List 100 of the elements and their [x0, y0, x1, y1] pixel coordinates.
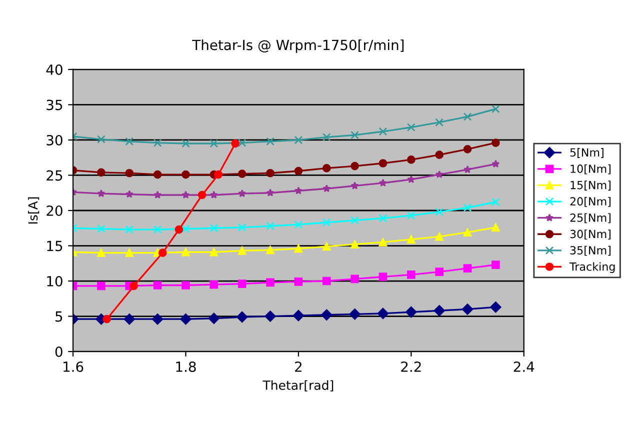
- point: [231, 139, 240, 148]
- point: [266, 246, 274, 254]
- y-tick-label: 35: [46, 100, 62, 110]
- point: [97, 135, 106, 144]
- y-tick-label: 25: [46, 170, 62, 181]
- point: [435, 118, 444, 127]
- y-tick-label: 5: [56, 311, 62, 322]
- point: [153, 281, 162, 290]
- point: [378, 214, 388, 222]
- point: [125, 168, 134, 178]
- point: [378, 178, 387, 187]
- point: [266, 168, 274, 178]
- point: [97, 282, 106, 290]
- point: [322, 218, 331, 227]
- legend-label: 25[Nm]: [570, 213, 610, 224]
- point: [294, 220, 303, 229]
- point: [492, 260, 500, 269]
- point: [97, 189, 106, 198]
- legend-label: 30[Nm]: [570, 230, 610, 240]
- point: [236, 311, 248, 323]
- point: [435, 208, 444, 216]
- point: [492, 160, 500, 168]
- point: [238, 138, 246, 147]
- point: [154, 190, 162, 198]
- point: [208, 312, 220, 324]
- x-tick-label: 1.8: [176, 362, 196, 372]
- point: [463, 204, 472, 212]
- point: [492, 138, 500, 147]
- point: [435, 232, 444, 241]
- point: [294, 244, 303, 253]
- point: [125, 248, 134, 257]
- point: [406, 270, 416, 279]
- point: [378, 159, 388, 168]
- point: [210, 280, 218, 289]
- point: [435, 170, 444, 178]
- point: [266, 278, 274, 287]
- point: [490, 302, 502, 313]
- point: [350, 216, 359, 225]
- y-tick-label: 40: [46, 64, 62, 75]
- point: [153, 225, 162, 234]
- point: [322, 242, 331, 251]
- point: [292, 310, 304, 322]
- legend-label: Tracking: [569, 262, 615, 273]
- legend-label: 15[Nm]: [570, 180, 610, 191]
- legend-label: 5[Nm]: [570, 148, 604, 158]
- point: [210, 248, 218, 256]
- y-axis-title: Is[A]: [28, 197, 40, 224]
- point: [97, 224, 106, 233]
- point: [294, 278, 303, 286]
- x-tick-label: 1.6: [64, 362, 84, 372]
- legend-label: 35[Nm]: [570, 246, 610, 256]
- point: [407, 175, 416, 183]
- point: [125, 225, 134, 234]
- point: [182, 248, 190, 256]
- point: [214, 170, 223, 179]
- point: [266, 222, 274, 230]
- point: [198, 190, 206, 200]
- point: [125, 190, 134, 198]
- point: [210, 190, 218, 198]
- x-axis-title: Thetar[rad]: [262, 380, 334, 392]
- point: [322, 164, 331, 172]
- point: [158, 248, 167, 257]
- point: [97, 248, 106, 257]
- chart-title: Thetar-Is @ Wrpm-1750[r/min]: [192, 39, 404, 53]
- point: [406, 211, 416, 220]
- point: [238, 280, 246, 288]
- point: [350, 162, 359, 170]
- point: [350, 240, 359, 249]
- point: [124, 313, 135, 325]
- point: [264, 310, 276, 322]
- point: [182, 224, 190, 233]
- point: [238, 170, 246, 178]
- legend-label: 20[Nm]: [570, 196, 610, 207]
- point: [102, 314, 112, 324]
- point: [492, 198, 500, 206]
- point: [180, 313, 192, 325]
- point: [463, 264, 472, 272]
- point: [378, 127, 388, 136]
- point: [130, 282, 138, 290]
- point: [322, 276, 331, 286]
- point: [350, 182, 359, 190]
- point: [350, 274, 359, 284]
- point: [406, 123, 416, 132]
- point: [238, 189, 246, 198]
- point: [462, 304, 474, 315]
- point: [434, 305, 445, 316]
- point: [463, 144, 472, 154]
- point: [435, 150, 444, 159]
- x-tick-label: 2.4: [514, 362, 534, 372]
- point: [435, 268, 444, 276]
- point: [182, 190, 190, 198]
- point: [182, 139, 190, 148]
- point: [153, 138, 162, 147]
- point: [153, 170, 162, 179]
- point: [463, 112, 472, 121]
- point: [238, 223, 246, 232]
- x-tick-label: 2.2: [401, 362, 421, 372]
- point: [174, 225, 184, 234]
- point: [266, 188, 274, 196]
- point: [266, 137, 274, 146]
